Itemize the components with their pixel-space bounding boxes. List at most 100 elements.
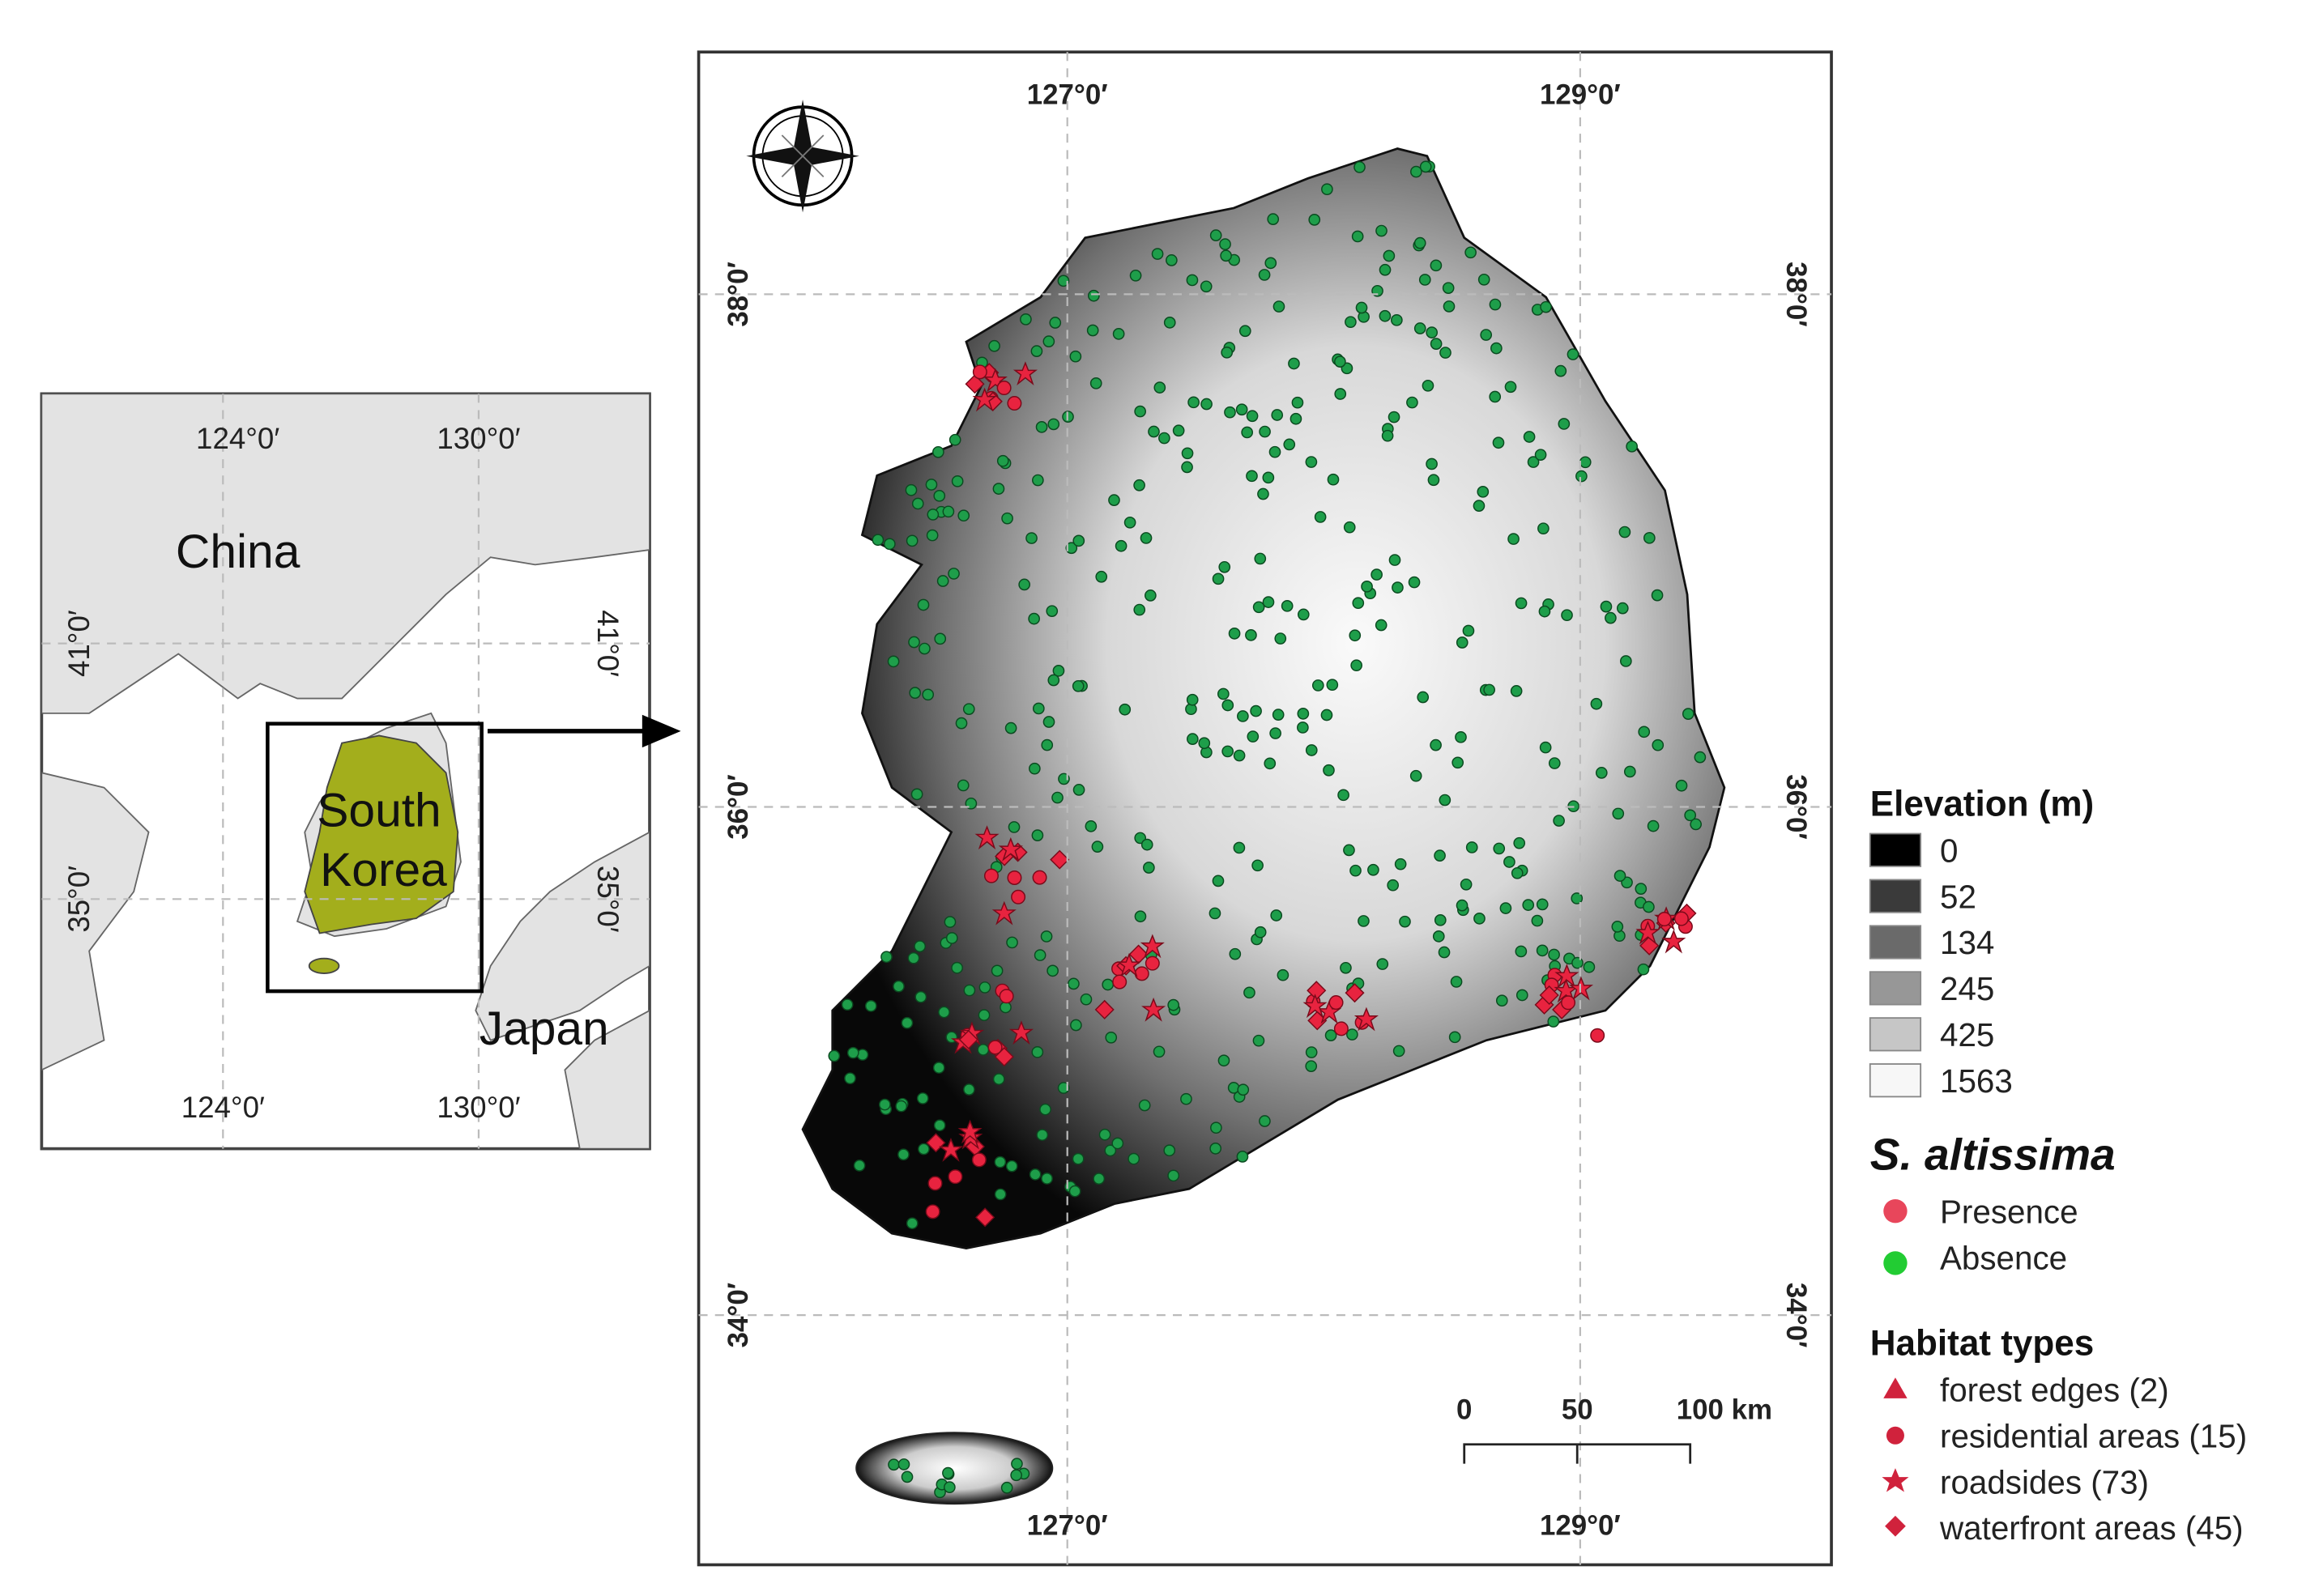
absence-point xyxy=(1046,605,1059,617)
country-label: Japan xyxy=(480,1002,609,1055)
presence-point xyxy=(1590,1028,1605,1043)
absence-point xyxy=(951,475,964,487)
presence-point xyxy=(1008,1020,1034,1045)
absence-point xyxy=(1167,998,1180,1011)
absence-point xyxy=(1129,269,1142,282)
absence-point xyxy=(1247,730,1260,743)
absence-point xyxy=(1394,858,1407,870)
absence-point xyxy=(1477,486,1490,498)
legend-label: 134 xyxy=(1940,924,1994,961)
absence-point xyxy=(1262,596,1275,608)
lon-label: 124°0′ xyxy=(196,422,279,455)
absence-point xyxy=(1413,322,1426,334)
absence-point xyxy=(1018,578,1031,591)
lat-label: 38°0′ xyxy=(723,262,754,326)
absence-point xyxy=(1218,560,1231,573)
absence-point xyxy=(1080,993,1093,1006)
absence-point xyxy=(1186,693,1199,706)
absence-point xyxy=(933,489,946,502)
presence-point xyxy=(974,825,1000,850)
absence-point xyxy=(1198,737,1211,750)
absence-point xyxy=(1041,738,1054,751)
absence-point xyxy=(948,568,960,580)
absence-point xyxy=(1643,531,1656,544)
absence-point xyxy=(1072,679,1085,692)
absence-point xyxy=(1337,789,1349,802)
absence-point xyxy=(1290,412,1302,425)
elevation-swatch xyxy=(1869,1063,1922,1098)
absence-point xyxy=(1651,589,1664,602)
absence-point xyxy=(1297,721,1309,734)
absence-point xyxy=(1068,1185,1081,1198)
absence-point xyxy=(1065,542,1078,555)
absence-point xyxy=(1145,589,1157,602)
presence-point xyxy=(958,1125,983,1150)
lon-label: 130°0′ xyxy=(437,422,520,455)
absence-point xyxy=(1427,474,1440,487)
absence-point xyxy=(1163,1144,1176,1157)
absence-point xyxy=(936,575,949,587)
absence-point xyxy=(1233,841,1246,854)
absence-point xyxy=(1464,246,1477,259)
forest-edge-symbol xyxy=(1883,1377,1908,1398)
presence-point xyxy=(965,374,985,394)
absence-point xyxy=(1133,479,1145,492)
absence-point xyxy=(1057,1082,1070,1094)
residential-symbol xyxy=(1886,1426,1904,1445)
absence-point xyxy=(1305,744,1318,756)
absence-point xyxy=(1217,1054,1230,1067)
presence-point xyxy=(1561,995,1576,1011)
absence-point xyxy=(901,1470,914,1483)
absence-point xyxy=(1005,1160,1018,1173)
presence-point xyxy=(987,1040,1003,1055)
absence-point xyxy=(1387,879,1400,892)
presence-point xyxy=(927,1176,943,1191)
absence-point xyxy=(905,483,918,496)
absence-point xyxy=(1483,683,1495,696)
absence-point xyxy=(1166,254,1178,266)
absence-point xyxy=(1029,1168,1042,1181)
absence-point xyxy=(1140,532,1153,544)
absence-point xyxy=(1499,902,1512,914)
absence-point xyxy=(1115,539,1128,552)
absence-point xyxy=(1413,236,1426,249)
absence-point xyxy=(1623,765,1636,778)
absence-point xyxy=(1612,807,1625,820)
absence-point xyxy=(1515,945,1528,958)
absence-point xyxy=(1473,913,1486,925)
inset-map: 124°0′ 130°0′ 124°0′ 130°0′ 41°0′ 35°0′ … xyxy=(40,392,651,1151)
absence-point xyxy=(1567,348,1579,360)
absence-point xyxy=(1503,856,1515,868)
absence-point xyxy=(978,1009,991,1021)
absence-point xyxy=(1305,456,1318,468)
absence-point xyxy=(1523,431,1536,443)
absence-point xyxy=(919,642,931,655)
absence-point xyxy=(1430,338,1443,350)
absence-point xyxy=(1259,425,1271,438)
absence-point xyxy=(1600,600,1613,613)
absence-point xyxy=(1167,1169,1180,1182)
absence-point xyxy=(864,999,877,1012)
absence-point xyxy=(1274,632,1287,645)
absence-point xyxy=(1367,863,1379,876)
absence-point xyxy=(1093,1173,1106,1185)
absence-point xyxy=(1186,274,1199,287)
absence-point xyxy=(1515,597,1528,610)
absence-point xyxy=(910,788,923,801)
lat-label: 35°0′ xyxy=(591,866,625,933)
absence-point xyxy=(1383,249,1396,262)
presence-point xyxy=(1032,870,1047,885)
absence-point xyxy=(1443,300,1456,313)
presence-point xyxy=(1554,964,1579,988)
presence-point xyxy=(1007,396,1022,411)
absence-point xyxy=(1537,522,1550,535)
absence-point xyxy=(917,598,930,611)
absence-point xyxy=(1098,1128,1111,1141)
absence-point xyxy=(906,534,919,547)
absence-point xyxy=(1254,552,1267,565)
absence-point xyxy=(925,479,938,491)
absence-point xyxy=(1134,910,1147,923)
absence-point xyxy=(908,636,920,649)
absence-point xyxy=(1326,679,1339,692)
absence-point xyxy=(1283,438,1296,451)
